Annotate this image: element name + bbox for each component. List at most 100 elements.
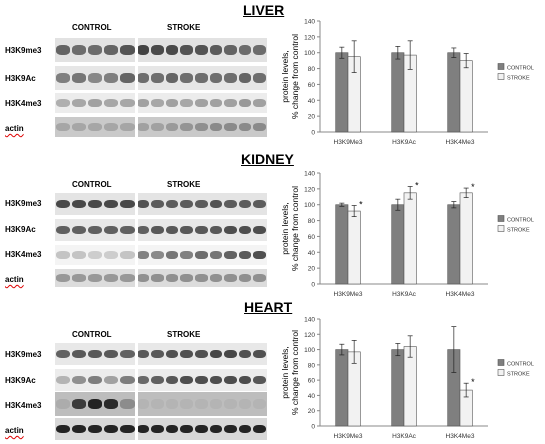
blot-band xyxy=(56,251,71,259)
western-blot-image xyxy=(55,219,267,241)
blot-band xyxy=(104,73,119,83)
western-blot-image xyxy=(55,392,267,416)
blot-band xyxy=(56,73,71,83)
bar-chart: protein levels,% change from control 0 20 4… xyxy=(280,19,534,147)
y-tick-label: 100 xyxy=(304,50,315,57)
blot-band xyxy=(253,73,266,83)
y-tick-label: 20 xyxy=(308,266,316,273)
blot-band xyxy=(180,274,193,282)
blot-label-h3k9me3: H3K9me3 xyxy=(5,350,42,359)
blot-band xyxy=(104,424,119,434)
blot-band xyxy=(56,424,71,434)
blot-band xyxy=(72,45,87,55)
stroke-group-label: STROKE xyxy=(167,23,201,32)
lane-separator xyxy=(134,117,138,137)
blot-label-h3k9me3: H3K9me3 xyxy=(5,46,42,55)
blot-band xyxy=(238,123,252,131)
y-tick-label: 80 xyxy=(308,66,316,73)
blot-band xyxy=(72,73,87,83)
blot-band xyxy=(120,274,135,282)
blot-band xyxy=(209,424,223,434)
x-tick-label: H3K4Me3 xyxy=(446,139,475,146)
blot-band xyxy=(165,375,179,385)
blot-band xyxy=(151,251,164,259)
blot-label-actin: actin xyxy=(5,275,24,284)
blot-band xyxy=(136,99,150,107)
blot-band xyxy=(104,199,119,209)
western-blot-image xyxy=(55,269,267,287)
significance-marker: * xyxy=(359,200,363,210)
x-tick-label: H3K9Ac xyxy=(392,433,417,440)
blot-band xyxy=(88,123,103,131)
blot-band xyxy=(104,399,119,409)
blot-band xyxy=(104,349,119,359)
blot-band xyxy=(151,45,164,55)
bar xyxy=(403,346,417,427)
blot-band xyxy=(151,424,164,434)
bar xyxy=(391,349,405,427)
blot-band xyxy=(120,123,135,131)
blot-band xyxy=(253,375,266,385)
y-tick-label: 80 xyxy=(308,218,316,225)
blot-band xyxy=(120,424,135,434)
blot-band xyxy=(238,424,252,434)
blot-label-actin: actin xyxy=(5,426,24,435)
blot-band xyxy=(151,399,164,409)
y-tick-label: 100 xyxy=(304,202,315,209)
blot-band xyxy=(224,99,237,107)
blot-band xyxy=(180,73,193,83)
blot-band xyxy=(104,274,119,282)
blot-band xyxy=(136,349,150,359)
blot-band xyxy=(194,99,208,107)
blot-band xyxy=(180,424,193,434)
blot-band xyxy=(180,251,193,259)
bar xyxy=(391,204,405,285)
blot-band xyxy=(88,199,103,209)
blot-band xyxy=(56,349,71,359)
blot-band xyxy=(209,45,223,55)
blot-band xyxy=(151,123,164,131)
blot-band xyxy=(224,123,237,131)
blot-band xyxy=(165,99,179,107)
y-tick-label: 0 xyxy=(311,424,315,431)
x-tick-label: H3K9Me3 xyxy=(334,433,363,440)
blot-label-h3k9me3: H3K9me3 xyxy=(5,199,42,208)
blot-band xyxy=(224,375,237,385)
blot-band xyxy=(104,225,119,235)
lane-separator xyxy=(134,38,138,62)
blot-band xyxy=(253,99,266,107)
blot-band xyxy=(224,73,237,83)
blot-label-h3k9ac: H3K9Ac xyxy=(5,225,36,234)
blot-band xyxy=(120,399,135,409)
western-blot-image xyxy=(55,245,267,265)
blot-band xyxy=(194,274,208,282)
y-axis-label-line: % change from control xyxy=(290,186,300,271)
blot-band xyxy=(104,123,119,131)
blot-band xyxy=(238,99,252,107)
blot-band xyxy=(224,399,237,409)
blot-band xyxy=(72,399,87,409)
blot-band xyxy=(88,375,103,385)
stroke-group-label: STROKE xyxy=(167,180,201,189)
y-tick-label: 0 xyxy=(311,130,315,137)
x-tick-label: H3K9Me3 xyxy=(334,139,363,146)
blot-band xyxy=(72,274,87,282)
blot-band xyxy=(72,251,87,259)
blot-band xyxy=(56,399,71,409)
blot-band xyxy=(253,424,266,434)
blot-band xyxy=(136,123,150,131)
blot-band xyxy=(180,123,193,131)
blot-band xyxy=(180,199,193,209)
blot-band xyxy=(224,199,237,209)
bar xyxy=(447,52,461,133)
control-group-label: CONTROL xyxy=(72,330,112,339)
blot-band xyxy=(194,349,208,359)
y-tick-label: 120 xyxy=(304,34,315,41)
y-tick-label: 20 xyxy=(308,114,316,121)
legend-swatch xyxy=(497,359,505,366)
lane-separator xyxy=(134,193,138,215)
blot-band xyxy=(224,274,237,282)
blot-band xyxy=(88,73,103,83)
blot-band xyxy=(72,99,87,107)
blot-band xyxy=(238,251,252,259)
